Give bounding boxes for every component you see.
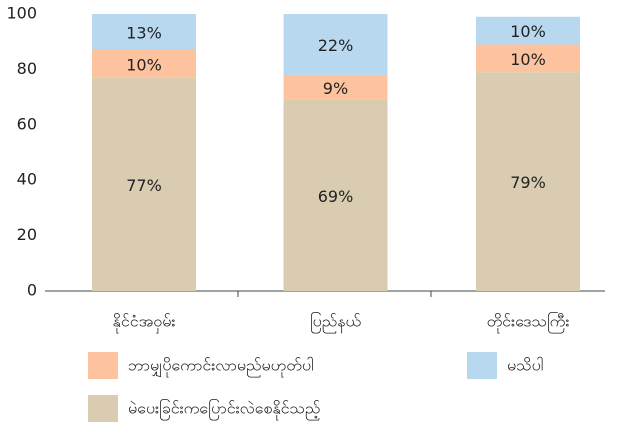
x-tick-label: နိုင်ငံအဝှမ်း: [113, 312, 176, 334]
y-tick-label: 0: [27, 281, 37, 300]
legend-swatch: [88, 395, 118, 422]
bar-segment: [283, 14, 388, 75]
y-tick-label: 60: [17, 114, 37, 133]
bar-segment: [476, 44, 580, 73]
y-tick-label: 80: [17, 59, 37, 78]
y-tick-label: 100: [6, 4, 37, 23]
legend-label: မဲပေးခြင်းကပြောင်းလဲစေနိုင်သည့်: [128, 399, 321, 421]
bar-segment: [476, 16, 580, 45]
legend-swatch: [467, 352, 497, 379]
bar-segment: [92, 14, 196, 51]
value-label: 10%: [510, 50, 546, 69]
value-label: 9%: [323, 79, 348, 98]
legend-label: မသိပါ: [507, 356, 544, 375]
y-tick-label: 40: [17, 170, 37, 189]
value-label: 79%: [510, 173, 546, 192]
legend-label: ဘာမျှပိုကောင်းလာမည်မဟုတ်ပါ: [128, 356, 314, 378]
bar-segment: [283, 99, 388, 292]
value-label: 10%: [510, 22, 546, 41]
bar-segment: [92, 77, 196, 292]
value-label: 22%: [318, 36, 354, 55]
x-tick-label: တိုင်းဒေသကြီး: [487, 312, 570, 334]
value-label: 77%: [126, 176, 162, 195]
y-tick-label: 20: [17, 225, 37, 244]
legend-swatch: [88, 352, 118, 379]
value-label: 10%: [126, 55, 162, 74]
bar-segment: [283, 74, 388, 100]
x-tick-label: ပြည်နယ်: [310, 312, 362, 334]
bar-segment: [92, 50, 196, 78]
bar-segment: [476, 72, 580, 291]
value-label: 13%: [126, 24, 162, 43]
value-label: 69%: [318, 187, 354, 206]
